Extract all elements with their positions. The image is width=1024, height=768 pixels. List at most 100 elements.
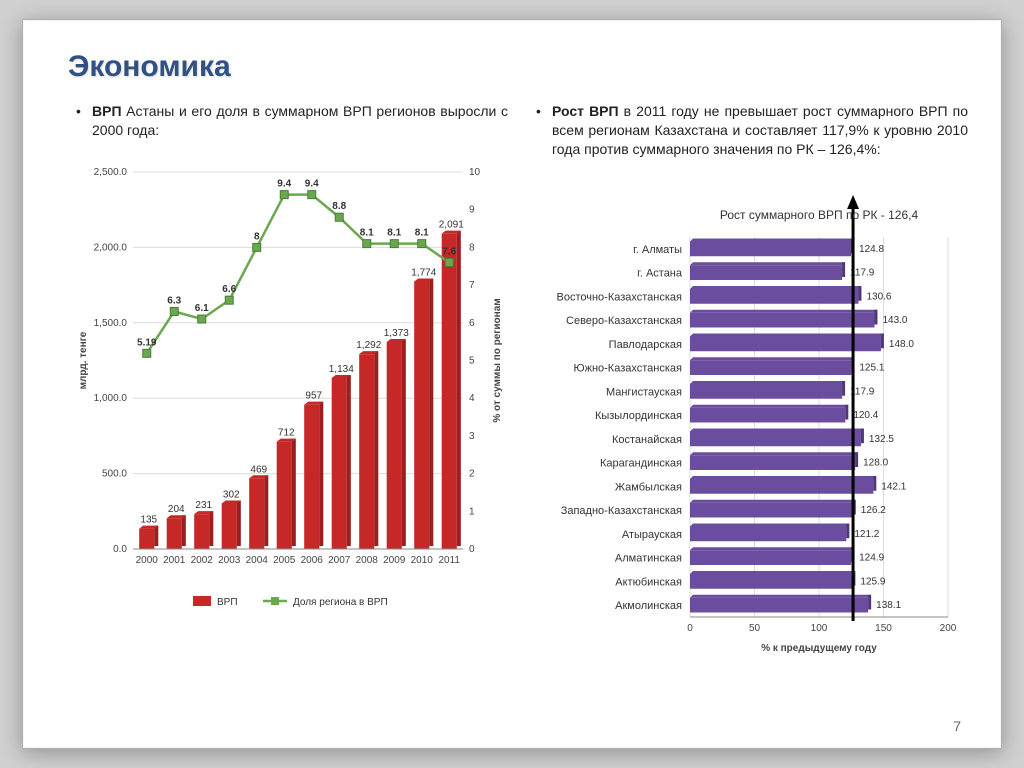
svg-text:2,500.0: 2,500.0 xyxy=(94,167,128,178)
svg-text:Рост суммарного ВРП по РК - 12: Рост суммарного ВРП по РК - 126,4 xyxy=(720,208,919,222)
svg-text:2,091: 2,091 xyxy=(439,219,464,230)
svg-text:7: 7 xyxy=(469,280,475,291)
svg-text:124.9: 124.9 xyxy=(859,552,884,563)
svg-text:Западно-Казахстанская: Западно-Казахстанская xyxy=(561,505,682,517)
svg-text:2009: 2009 xyxy=(383,555,406,566)
svg-text:957: 957 xyxy=(305,390,322,401)
svg-text:млрд. тенге: млрд. тенге xyxy=(78,331,89,389)
left-bullet-text: Астаны и его доля в суммарном ВРП регион… xyxy=(92,103,508,138)
combo-chart: 0.0500.01,000.01,500.02,000.02,500.00123… xyxy=(68,154,508,634)
svg-text:5: 5 xyxy=(469,355,475,366)
svg-text:г. Алматы: г. Алматы xyxy=(633,244,682,256)
svg-text:8.1: 8.1 xyxy=(387,227,401,238)
svg-text:3: 3 xyxy=(469,431,475,442)
svg-text:2007: 2007 xyxy=(328,555,351,566)
svg-text:2004: 2004 xyxy=(246,555,269,566)
svg-text:1: 1 xyxy=(469,506,475,517)
right-bullet: Рост ВРП в 2011 году не превышает рост с… xyxy=(528,102,968,159)
svg-text:2006: 2006 xyxy=(301,555,324,566)
svg-text:Атырауская: Атырауская xyxy=(622,529,682,541)
svg-text:121.2: 121.2 xyxy=(854,529,879,540)
svg-text:1,500.0: 1,500.0 xyxy=(94,318,128,329)
svg-text:2010: 2010 xyxy=(411,555,434,566)
page-number: 7 xyxy=(953,718,961,734)
svg-text:231: 231 xyxy=(195,500,212,511)
svg-text:5.19: 5.19 xyxy=(137,337,157,348)
left-bullet: ВРП Астаны и его доля в суммарном ВРП ре… xyxy=(68,102,508,140)
left-column: ВРП Астаны и его доля в суммарном ВРП ре… xyxy=(68,102,508,663)
svg-text:0: 0 xyxy=(469,544,475,555)
svg-text:8: 8 xyxy=(469,242,475,253)
svg-text:2001: 2001 xyxy=(163,555,186,566)
left-bullet-bold: ВРП xyxy=(92,103,122,119)
svg-text:Мангистауская: Мангистауская xyxy=(606,386,682,398)
right-column: Рост ВРП в 2011 году не превышает рост с… xyxy=(528,102,968,663)
right-bullet-bold: Рост ВРП xyxy=(552,103,619,119)
svg-text:125.9: 125.9 xyxy=(860,576,885,587)
svg-text:1,134: 1,134 xyxy=(329,364,354,375)
svg-text:8.8: 8.8 xyxy=(332,201,346,212)
svg-text:128.0: 128.0 xyxy=(863,457,888,468)
svg-text:ВРП: ВРП xyxy=(217,597,238,608)
svg-text:132.5: 132.5 xyxy=(869,434,894,445)
svg-text:Акмолинская: Акмолинская xyxy=(615,600,682,612)
svg-text:135: 135 xyxy=(140,514,157,525)
svg-text:7.6: 7.6 xyxy=(442,246,456,257)
svg-text:2011: 2011 xyxy=(438,555,460,566)
svg-text:148.0: 148.0 xyxy=(889,339,914,350)
svg-text:8.1: 8.1 xyxy=(415,227,429,238)
svg-text:712: 712 xyxy=(278,427,295,438)
svg-text:2000: 2000 xyxy=(136,555,159,566)
svg-text:2002: 2002 xyxy=(191,555,214,566)
svg-text:Актюбинская: Актюбинская xyxy=(615,576,682,588)
svg-text:130.6: 130.6 xyxy=(866,291,891,302)
svg-text:0.0: 0.0 xyxy=(113,544,127,555)
svg-text:8: 8 xyxy=(254,231,260,242)
svg-text:10: 10 xyxy=(469,167,481,178)
svg-text:Жамбылская: Жамбылская xyxy=(615,481,682,493)
svg-text:9: 9 xyxy=(469,204,475,215)
svg-text:Северо-Казахстанская: Северо-Казахстанская xyxy=(566,315,682,327)
svg-text:142.1: 142.1 xyxy=(881,481,906,492)
svg-text:Восточно-Казахстанская: Восточно-Казахстанская xyxy=(556,291,682,303)
content-row: ВРП Астаны и его доля в суммарном ВРП ре… xyxy=(68,102,956,663)
svg-text:469: 469 xyxy=(250,464,267,475)
svg-text:Кызылординская: Кызылординская xyxy=(595,410,682,422)
slide: Экономика ВРП Астаны и его доля в суммар… xyxy=(22,19,1002,749)
slide-title: Экономика xyxy=(68,50,956,84)
svg-text:500.0: 500.0 xyxy=(102,468,127,479)
svg-text:50: 50 xyxy=(749,623,761,634)
svg-text:126.2: 126.2 xyxy=(861,505,886,516)
svg-text:Южно-Казахстанская: Южно-Казахстанская xyxy=(573,362,682,374)
svg-text:124.8: 124.8 xyxy=(859,244,884,255)
svg-text:Костанайская: Костанайская xyxy=(612,434,682,446)
svg-text:4: 4 xyxy=(469,393,475,404)
svg-text:0: 0 xyxy=(687,623,693,634)
svg-text:150: 150 xyxy=(875,623,892,634)
svg-text:302: 302 xyxy=(223,489,240,500)
svg-text:Карагандинская: Карагандинская xyxy=(600,457,682,469)
svg-text:1,774: 1,774 xyxy=(411,267,436,278)
svg-text:120.4: 120.4 xyxy=(853,410,878,421)
svg-text:9.4: 9.4 xyxy=(277,178,291,189)
svg-text:100: 100 xyxy=(811,623,828,634)
svg-text:6.6: 6.6 xyxy=(222,284,236,295)
svg-text:2005: 2005 xyxy=(273,555,296,566)
svg-text:1,292: 1,292 xyxy=(356,340,381,351)
svg-text:1,000.0: 1,000.0 xyxy=(94,393,128,404)
svg-text:6.1: 6.1 xyxy=(195,303,209,314)
svg-text:2: 2 xyxy=(469,468,475,479)
svg-text:9.4: 9.4 xyxy=(305,178,319,189)
svg-text:125.1: 125.1 xyxy=(859,362,884,373)
svg-text:200: 200 xyxy=(940,623,957,634)
svg-text:6: 6 xyxy=(469,318,475,329)
svg-text:Павлодарская: Павлодарская xyxy=(609,339,682,351)
svg-text:2,000.0: 2,000.0 xyxy=(94,242,128,253)
svg-text:138.1: 138.1 xyxy=(876,600,901,611)
svg-text:2008: 2008 xyxy=(356,555,379,566)
svg-text:1,373: 1,373 xyxy=(384,328,409,339)
svg-text:г. Астана: г. Астана xyxy=(637,267,683,279)
svg-text:6.3: 6.3 xyxy=(167,295,181,306)
svg-text:2003: 2003 xyxy=(218,555,241,566)
svg-text:8.1: 8.1 xyxy=(360,227,374,238)
